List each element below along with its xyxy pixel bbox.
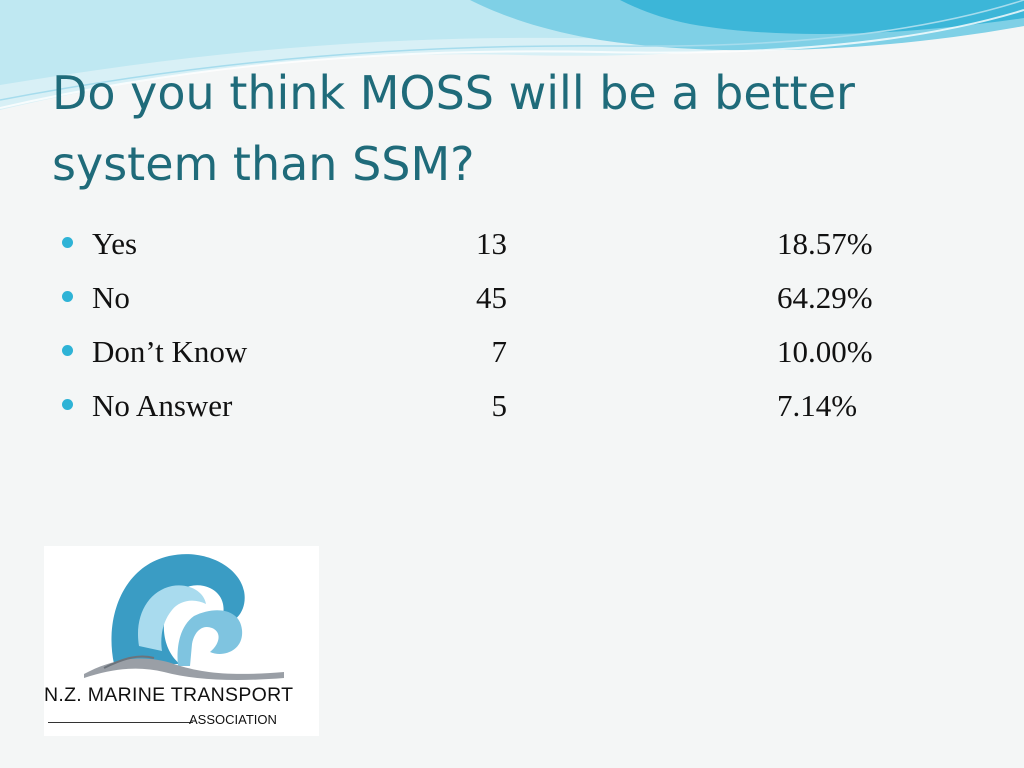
bullet-icon <box>62 345 73 356</box>
association-logo: N.Z. MARINE TRANSPORT ASSOCIATION <box>44 546 319 736</box>
logo-subtitle: ASSOCIATION <box>189 712 277 727</box>
answer-label: No <box>92 280 130 315</box>
answer-count: 13 <box>476 226 507 261</box>
slide-title: Do you think MOSS will be a better syste… <box>52 66 855 191</box>
answer-row-yes: Yes 13 18.57% <box>62 222 962 276</box>
answer-row-dont-know: Don’t Know 7 10.00% <box>62 330 962 384</box>
answer-row-no-answer: No Answer 5 7.14% <box>62 384 962 438</box>
answer-label: Don’t Know <box>92 334 248 369</box>
answer-count: 45 <box>476 280 507 315</box>
answer-count: 7 <box>491 334 508 369</box>
logo-divider <box>48 722 193 723</box>
stylized-wave-icon <box>84 554 284 680</box>
answer-list: Yes 13 18.57% No 45 64.29% Don’t Know 7 … <box>62 222 962 438</box>
answer-row-no: No 45 64.29% <box>62 276 962 330</box>
bullet-icon <box>62 237 73 248</box>
answer-percent: 18.57% <box>777 226 873 261</box>
decorative-wave-header <box>0 0 1024 110</box>
bullet-icon <box>62 291 73 302</box>
answer-label: Yes <box>92 226 138 261</box>
answer-count: 5 <box>491 388 508 423</box>
bullet-icon <box>62 399 73 410</box>
answer-percent: 10.00% <box>777 334 873 369</box>
answer-percent: 64.29% <box>777 280 873 315</box>
answer-percent: 7.14% <box>777 388 858 423</box>
logo-name: N.Z. MARINE TRANSPORT <box>44 684 294 706</box>
answer-label: No Answer <box>92 388 233 423</box>
